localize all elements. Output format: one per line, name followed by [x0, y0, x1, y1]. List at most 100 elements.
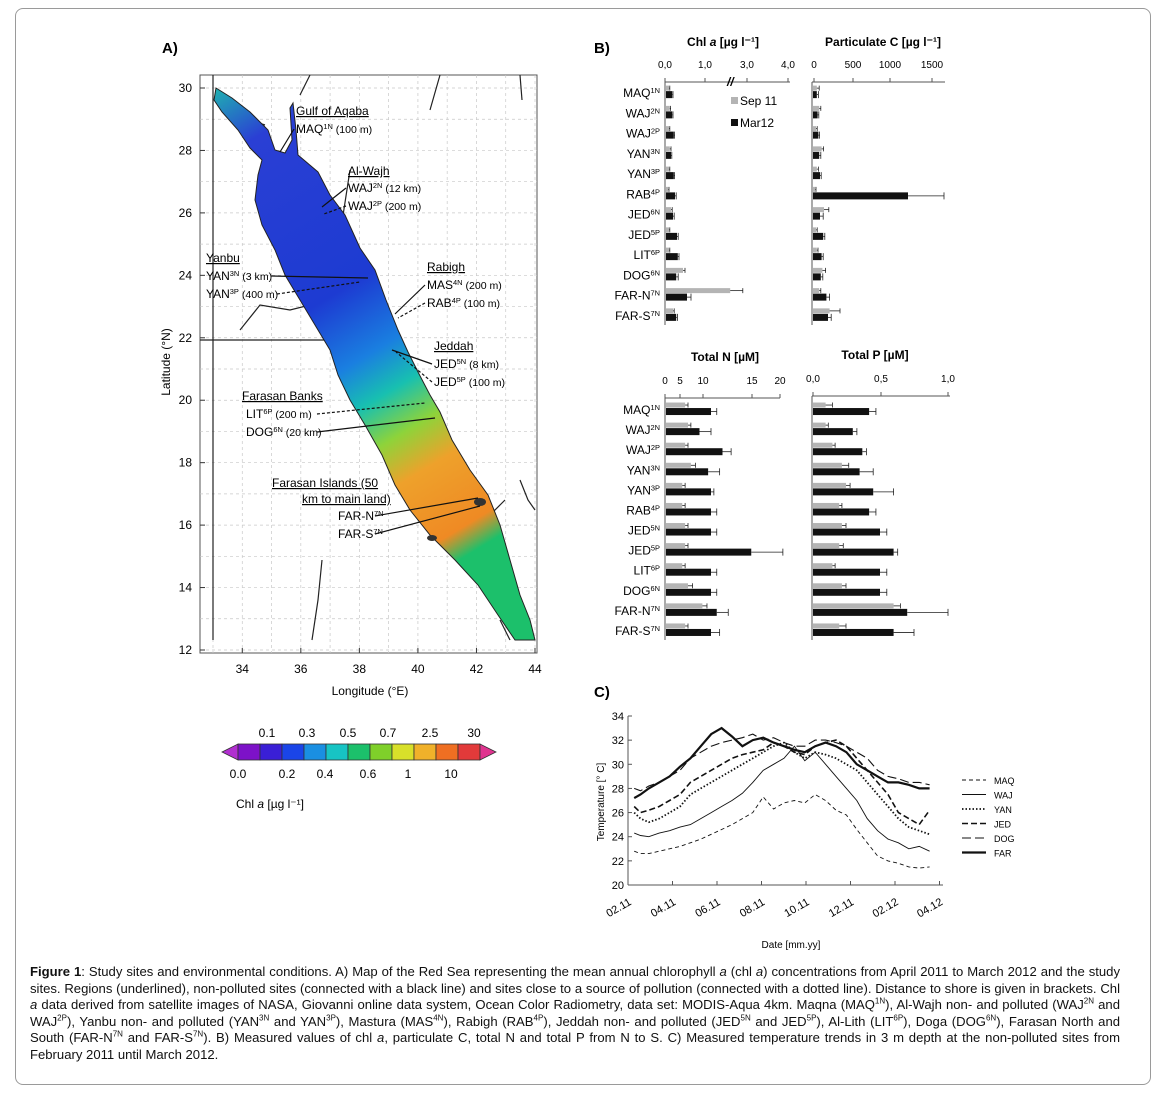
legend-label: WAJ [994, 791, 1013, 801]
country-border [299, 74, 311, 96]
temp-xlabel: Date [mm.yy] [762, 940, 821, 951]
country-border [519, 479, 536, 511]
colorbar-swatch [259, 743, 283, 761]
site-connector [316, 417, 436, 433]
bar [813, 462, 842, 468]
site-category-label: JED6N [628, 208, 660, 222]
bar [666, 288, 731, 294]
bar-xtick: 15 [746, 376, 758, 387]
bar [813, 448, 863, 456]
bar [666, 186, 669, 192]
site-category-label: DOG6N [623, 584, 660, 598]
site-label: JED5N (8 km) [434, 357, 499, 371]
bar [666, 563, 683, 569]
bar [666, 502, 683, 508]
colorbar-bottom-label: 0.0 [230, 767, 247, 781]
line-ytick: 20 [612, 880, 624, 892]
bar [666, 207, 671, 213]
colorbar-swatch [237, 743, 261, 761]
map-ylabel: Latitude (°N) [159, 328, 173, 396]
site-category-label: MAQ1N [623, 86, 660, 100]
colorbar-bottom-label: 0.6 [360, 767, 377, 781]
map-ytick: 12 [179, 643, 193, 657]
bar [666, 166, 669, 172]
site-connector [316, 402, 426, 415]
map-ytick: 18 [179, 456, 193, 470]
site-connector [323, 205, 347, 215]
region-name: Rabigh [427, 260, 465, 274]
colorbar-end [221, 743, 239, 761]
bar [813, 232, 824, 240]
bar [666, 442, 686, 448]
site-category-label: YAN3N [627, 147, 660, 161]
site-label: YAN3P (400 m) [206, 287, 278, 301]
figure-frame [15, 8, 1151, 1085]
map-axes: 34 36 38 40 42 44 30 28 26 24 22 20 18 16 14 12 [179, 81, 542, 676]
bar [813, 528, 880, 536]
bar [666, 623, 686, 629]
panel-c-label: C) [594, 684, 610, 701]
bar [813, 288, 820, 294]
bar [666, 126, 669, 132]
bar [666, 528, 711, 536]
bar [666, 422, 688, 428]
panel-a-label: A) [162, 40, 178, 57]
bar [813, 523, 842, 529]
bar [813, 608, 908, 616]
study-site-labels: Gulf of Aqaba MAQ1N (100 m) Al-Wajh WAJ2N (… [206, 104, 505, 541]
bar [813, 308, 830, 314]
bar-chart-1: Chl a [µg l⁻¹] 0,0 1,0 3,0 4,0 // MAQ1N WAJ2N WA… [614, 35, 795, 325]
site-connector [321, 187, 347, 208]
bar [666, 628, 711, 636]
bar [813, 273, 821, 281]
bar-xtick: 4,0 [781, 60, 795, 71]
bar [813, 428, 853, 436]
site-label: LIT6P (200 m) [246, 407, 312, 421]
bar [813, 172, 820, 180]
site-connector [374, 497, 479, 517]
bar [666, 111, 673, 119]
bar-xtick: 1000 [879, 60, 902, 71]
site-label: WAJ2N (12 km) [348, 181, 421, 195]
site-connector [391, 349, 433, 365]
site-label: RAB4P (100 m) [427, 296, 500, 310]
line-ytick: 26 [612, 808, 624, 820]
temperature-series-line [634, 745, 930, 852]
region-name: Jeddah [434, 339, 473, 353]
bar [813, 603, 894, 609]
line-ytick: 30 [612, 759, 624, 771]
bar-chart-2: Particulate C [µg l⁻¹] 0 500 1000 1500 [811, 35, 945, 325]
bar-chart-title: Total N [µM] [691, 350, 759, 364]
figure-caption: Figure 1: Study sites and environmental … [30, 964, 1121, 1062]
bar [666, 462, 691, 468]
country-border [499, 619, 511, 641]
site-category-label: WAJ2N [626, 106, 660, 120]
bar [813, 126, 816, 132]
bar [666, 172, 674, 180]
line-xtick: 08.11 [738, 896, 767, 920]
bar [813, 408, 870, 416]
bar [666, 313, 677, 321]
bar [813, 267, 823, 273]
site-category-label: FAR-S7N [615, 309, 660, 323]
map-ytick: 24 [179, 268, 193, 282]
bar-xtick: 20 [774, 376, 786, 387]
colorbar-swatch [413, 743, 437, 761]
bar [813, 502, 840, 508]
site-category-label: LIT6P [634, 564, 660, 578]
bar [813, 131, 819, 139]
panel-b-label: B) [594, 40, 610, 57]
bar [813, 488, 874, 496]
bar [666, 448, 723, 456]
bar-chart-title: Chl a [µg l⁻¹] [687, 35, 759, 49]
bar-xtick: 1,0 [941, 374, 955, 385]
bar [666, 91, 673, 99]
colorbar-swatch [303, 743, 327, 761]
bar [813, 402, 826, 408]
line-xtick: 04.12 [915, 896, 945, 920]
site-connector [395, 351, 433, 383]
figure-canvas: A) 34 36 38 40 42 44 30 28 26 24 22 20 18 16 14 12 Long… [159, 35, 1015, 951]
site-category-label: WAJ2N [626, 423, 660, 437]
colorbar-end [479, 743, 497, 761]
map-xtick: 34 [236, 662, 250, 676]
